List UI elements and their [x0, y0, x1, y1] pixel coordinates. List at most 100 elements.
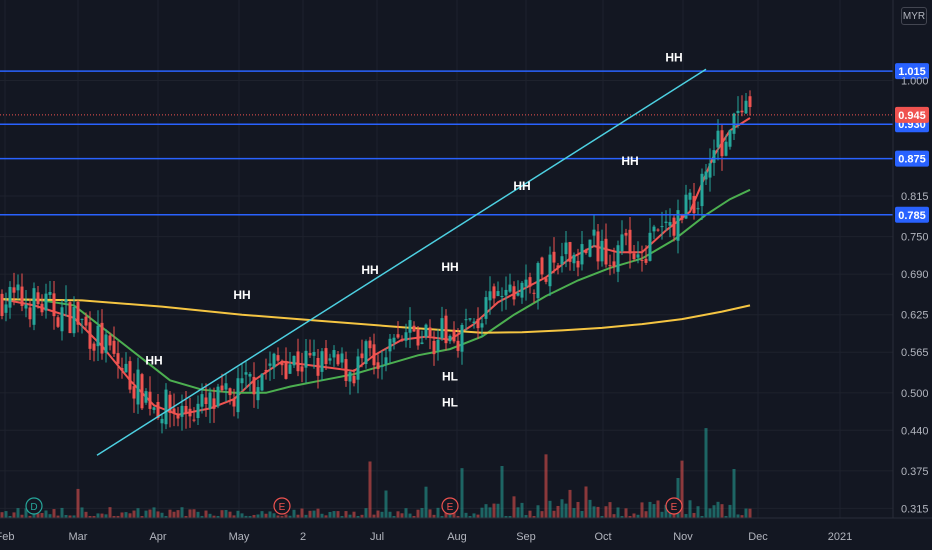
volume-bar: [180, 507, 184, 518]
candle-body: [436, 339, 440, 351]
candle-body: [272, 353, 276, 368]
volume-bar: [600, 516, 604, 518]
candle-body: [616, 245, 620, 272]
candle-body: [256, 387, 260, 401]
candle-body: [12, 287, 16, 293]
event-marker-label: E: [447, 502, 454, 513]
candle-body: [60, 307, 64, 332]
volume-bar: [52, 509, 56, 518]
volume-bar: [392, 516, 396, 518]
time-tick-label: Sep: [516, 531, 536, 543]
level-price-label: 0.875: [898, 154, 926, 166]
event-marker[interactable]: [441, 497, 459, 515]
candle-body: [328, 358, 332, 361]
volume-bar: [564, 503, 568, 518]
volume-bar: [464, 512, 468, 518]
candle-body: [320, 351, 324, 372]
volume-bar: [188, 509, 192, 518]
candle-body: [140, 374, 144, 409]
candle-body: [176, 414, 180, 419]
volume-bar: [496, 503, 500, 518]
volume-bar: [416, 509, 420, 518]
candle-body: [20, 286, 24, 306]
horizontal-levels[interactable]: [0, 70, 893, 216]
volume-bar: [352, 511, 356, 518]
volume-bar: [456, 516, 460, 518]
volume-bar: [576, 501, 580, 518]
candle-body: [16, 284, 20, 291]
candle-body: [696, 208, 700, 210]
volume-bar: [388, 511, 392, 518]
candle-body: [464, 319, 468, 321]
event-marker[interactable]: [25, 497, 43, 515]
volume-bar: [136, 508, 140, 518]
volume-bar: [472, 513, 476, 518]
candle-body: [612, 261, 616, 267]
volume-bar: [260, 511, 264, 518]
price-tick-label: 0.750: [901, 232, 929, 244]
candle-body: [700, 173, 704, 207]
candle-body: [160, 418, 164, 424]
volume-bar: [0, 512, 4, 518]
event-marker[interactable]: [665, 497, 683, 515]
annotation-label: HH: [441, 260, 458, 274]
candle-body: [532, 292, 536, 294]
trendline-group[interactable]: [96, 68, 707, 456]
candle-body: [716, 130, 720, 148]
candle-body: [292, 355, 296, 366]
candle-body: [80, 318, 84, 320]
candle-body: [620, 234, 624, 252]
volume-bar: [668, 511, 672, 518]
candle-body: [708, 163, 712, 178]
price-axis[interactable]: 1.0150.9300.8750.7850.9451.0000.8150.750…: [895, 63, 929, 515]
candle-body: [212, 398, 216, 409]
price-tick-label: 0.625: [901, 310, 929, 322]
trendline[interactable]: [96, 68, 707, 456]
candle-body: [300, 366, 304, 372]
candle-body: [512, 286, 516, 300]
candle-body: [480, 323, 484, 328]
candle-body: [344, 359, 348, 381]
candle-body: [280, 362, 284, 366]
volume-bar: [40, 513, 44, 518]
candle-body: [0, 293, 4, 316]
annotation-label: HH: [361, 263, 378, 277]
volume-bar: [264, 513, 268, 518]
candle-body: [668, 222, 672, 226]
event-marker-label: E: [279, 502, 286, 513]
volume-bar: [100, 513, 104, 518]
candle-body: [52, 293, 56, 317]
volume-bar: [248, 516, 252, 518]
volume-bar: [124, 512, 128, 518]
candle-body: [740, 110, 744, 113]
candle-body: [196, 403, 200, 419]
volume-bar: [660, 511, 664, 518]
candle-body: [28, 307, 32, 320]
time-tick-label: May: [229, 531, 250, 543]
candle-body: [692, 196, 696, 214]
candle-body: [172, 408, 176, 414]
candles: [0, 90, 752, 434]
volume-bar: [720, 504, 724, 518]
volume-bar: [408, 513, 412, 518]
ema-slow-line[interactable]: [1, 298, 751, 334]
candle-body: [332, 350, 336, 358]
currency-badge[interactable]: MYR: [901, 7, 927, 25]
candle-body: [376, 362, 380, 369]
candle-body: [580, 244, 584, 265]
volume-bars: [0, 428, 752, 518]
candle-body: [604, 238, 608, 265]
price-tick-label: 1.000: [901, 75, 929, 87]
candle-body: [200, 394, 204, 407]
time-tick-label: Nov: [673, 531, 693, 543]
level-price-badge: [895, 150, 929, 167]
time-axis[interactable]: Feb Mar Apr May 2 Jul Aug Sep Oct Nov Dec 2021: [0, 517, 932, 543]
volume-bar: [224, 509, 228, 518]
event-marker[interactable]: [273, 497, 291, 515]
price-tick-label: 0.440: [901, 425, 929, 437]
volume-bar: [252, 514, 256, 518]
candle-body: [636, 254, 640, 258]
